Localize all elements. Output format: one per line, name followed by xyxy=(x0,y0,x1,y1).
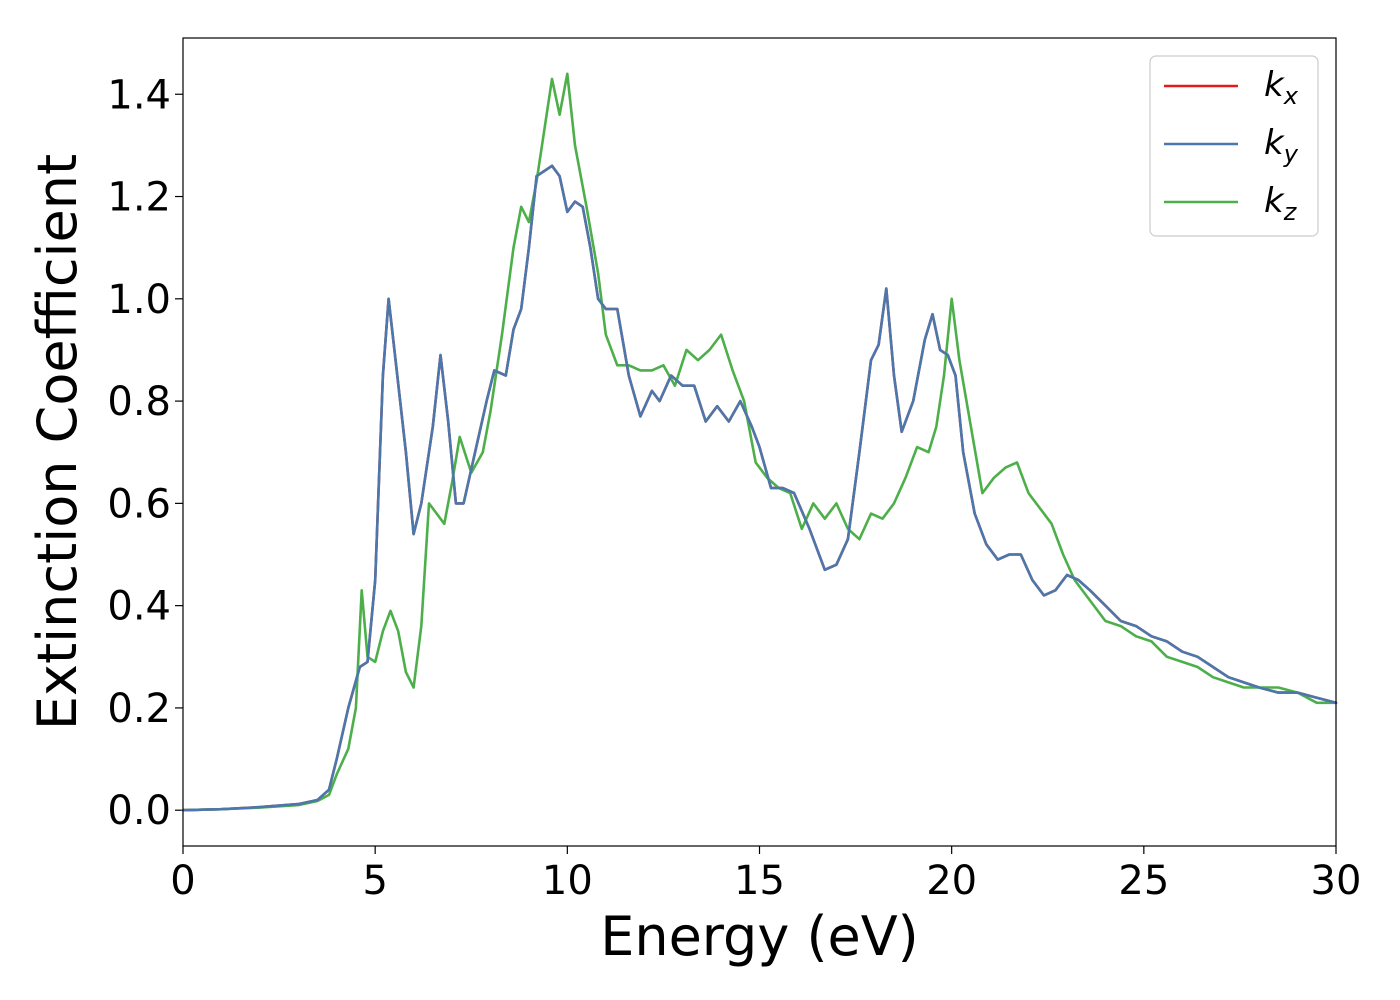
series-line-y xyxy=(181,164,1338,812)
legend-label-x: kx xyxy=(1264,65,1299,110)
x-tick-label: 5 xyxy=(362,858,387,904)
y-tick-label: 0.8 xyxy=(107,379,171,425)
y-tick-label: 1.0 xyxy=(107,277,171,323)
x-tick-label: 0 xyxy=(170,858,195,904)
y-tick-label: 0.2 xyxy=(107,686,171,732)
legend-label-subscript: z xyxy=(1283,198,1298,226)
x-tick-label: 10 xyxy=(542,858,593,904)
y-tick-label: 0.0 xyxy=(107,788,171,834)
plot-frame xyxy=(182,37,1337,847)
x-axis-label: Energy (eV) xyxy=(600,905,919,968)
x-tick-label: 25 xyxy=(1118,858,1169,904)
y-tick-label: 0.4 xyxy=(107,584,171,630)
x-axis-ticks: 0 5 10 15 20 25 30 xyxy=(170,846,1361,904)
legend-label-base: k xyxy=(1264,123,1285,163)
x-tick-label: 20 xyxy=(926,858,977,904)
legend-label-subscript: y xyxy=(1283,140,1299,168)
x-tick-label: 30 xyxy=(1311,858,1362,904)
y-axis-ticks: 0.0 0.2 0.4 0.6 0.8 1.0 1.2 1.4 xyxy=(107,72,183,834)
y-tick-label: 1.4 xyxy=(107,72,171,118)
legend-label-base: k xyxy=(1264,65,1285,105)
y-tick-label: 1.2 xyxy=(107,175,171,221)
legend-label-z: kz xyxy=(1264,181,1298,226)
legend-label-y: ky xyxy=(1264,123,1299,168)
x-tick-label: 15 xyxy=(734,858,785,904)
legend-box xyxy=(1149,55,1319,237)
legend-label-base: k xyxy=(1264,181,1285,221)
series-line-z xyxy=(181,72,1338,812)
y-tick-label: 0.6 xyxy=(107,481,171,527)
y-axis-label: Extinction Coefficient xyxy=(26,154,89,730)
series-layer xyxy=(181,72,1338,812)
legend-label-subscript: x xyxy=(1283,82,1299,110)
